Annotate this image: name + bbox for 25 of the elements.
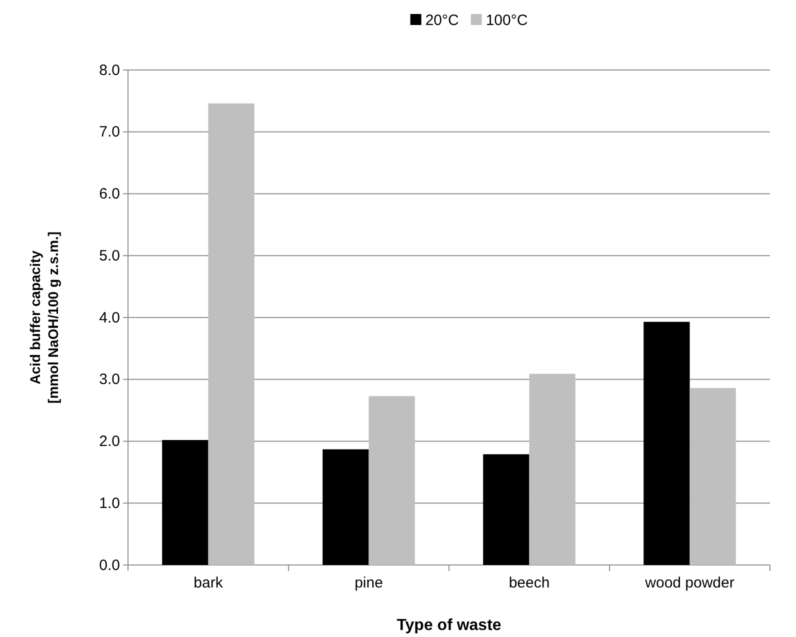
bar xyxy=(690,388,736,565)
legend-label: 100°C xyxy=(486,12,528,29)
y-tick-label: 0.0 xyxy=(99,556,120,574)
x-axis-title: Type of waste xyxy=(396,617,502,634)
x-tick-label: wood powder xyxy=(644,574,734,592)
bar xyxy=(644,322,690,565)
legend-label: 20°C xyxy=(425,12,459,29)
y-tick-label: 5.0 xyxy=(99,247,120,264)
y-tick-label: 1.0 xyxy=(99,494,120,512)
bar xyxy=(483,454,530,565)
y-tick-label: 2.0 xyxy=(99,433,120,450)
bar xyxy=(322,449,369,565)
bar xyxy=(208,103,254,565)
y-tick-label: 3.0 xyxy=(99,371,120,388)
bar xyxy=(368,396,415,565)
y-tick-label: 7.0 xyxy=(99,124,120,141)
y-tick-label: 4.0 xyxy=(99,309,120,326)
y-tick-label: 6.0 xyxy=(99,186,120,203)
x-tick-label: beech xyxy=(508,574,550,592)
x-tick-label: pine xyxy=(354,574,383,592)
bar xyxy=(162,440,208,565)
bar xyxy=(529,374,576,565)
y-tick-label: 8.0 xyxy=(99,62,120,79)
x-tick-label: bark xyxy=(194,574,224,592)
y-axis-title: Acid buffer capacity [mmol NaOH/100 g z.s.m.] xyxy=(27,232,61,404)
